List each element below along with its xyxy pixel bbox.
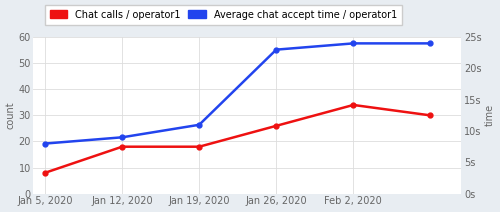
Y-axis label: count: count — [6, 102, 16, 129]
Legend: Chat calls / operator1, Average chat accept time / operator1: Chat calls / operator1, Average chat acc… — [45, 5, 402, 25]
Y-axis label: time: time — [484, 104, 494, 126]
